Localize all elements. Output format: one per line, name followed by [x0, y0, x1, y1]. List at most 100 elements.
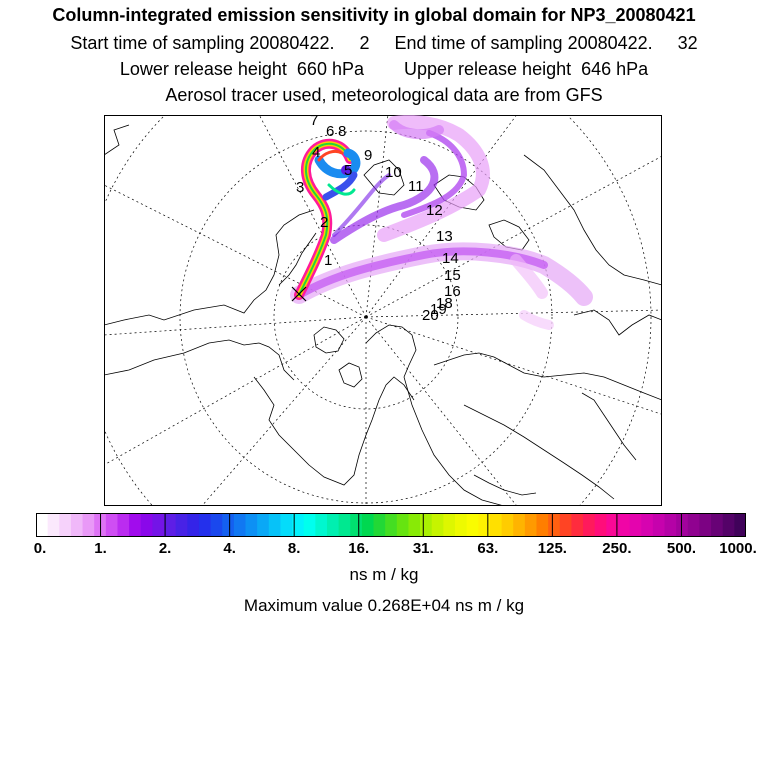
colorbar-cell: [443, 513, 456, 537]
colorbar-cell: [606, 513, 619, 537]
colorbar-tick-label: 0.: [33, 540, 47, 557]
sampling-times: Start time of sampling 20080422. 2 End t…: [70, 33, 698, 53]
colorbar-cell: [268, 513, 282, 537]
colorbar-cell: [466, 513, 479, 537]
colorbar-tick-label: 8.: [287, 540, 301, 557]
colorbar-cell: [59, 513, 72, 537]
polar-map: 7 6 8 4 9 5 10 3 11 12 2 13 1 14 15 16 1…: [104, 115, 662, 506]
colorbar-cell: [734, 513, 746, 537]
colorbar-cell: [350, 513, 363, 537]
trajectory-label: 9: [364, 147, 372, 164]
colorbar-cell: [396, 513, 410, 537]
colorbar-tick-label: 250.: [602, 540, 632, 557]
colorbar-cell: [431, 513, 444, 537]
colorbar-cell: [117, 513, 130, 537]
colorbar-cell: [687, 513, 701, 537]
colorbar-cell: [629, 513, 642, 537]
colorbar-cell: [257, 513, 270, 537]
colorbar-cell: [338, 513, 351, 537]
trajectory-label: 16: [444, 283, 461, 300]
trajectory-label: 8: [338, 123, 346, 140]
colorbar-cell: [571, 513, 584, 537]
trajectory-label: 19: [430, 301, 447, 318]
trajectory-label: 1: [324, 252, 332, 269]
colorbar-cell: [187, 513, 200, 537]
colorbar-tick-label: 500.: [666, 540, 697, 557]
colorbar-cell: [70, 513, 84, 537]
release-heights: Lower release height 660 hPa Upper relea…: [119, 59, 649, 79]
emission-plume: [290, 115, 593, 330]
trajectory-label: 11: [408, 178, 424, 195]
trajectory-label: 14: [442, 250, 459, 267]
colorbar-cell: [617, 513, 631, 537]
colorbar-cell: [222, 513, 235, 537]
colorbar-cell: [664, 513, 677, 537]
colorbar-units: ns m / kg: [349, 565, 419, 584]
colorbar-cell: [594, 513, 607, 537]
colorbar-cell: [292, 513, 305, 537]
colorbar-cell: [711, 513, 724, 537]
coastlines: [104, 124, 662, 506]
trajectory-label: 12: [426, 202, 443, 219]
colorbar-cell: [198, 513, 212, 537]
colorbar-cell: [548, 513, 561, 537]
colorbar-cell: [559, 513, 573, 537]
colorbar-cell: [583, 513, 596, 537]
colorbar-cell: [233, 513, 247, 537]
colorbar-cell: [326, 513, 340, 537]
colorbar-tick-label: 2.: [158, 540, 172, 557]
colorbar-cell: [722, 513, 735, 537]
colorbar-tick-label: 125.: [537, 540, 567, 557]
colorbar-cell: [245, 513, 258, 537]
tracer-info: Aerosol tracer used, meteorological data…: [165, 85, 603, 105]
colorbar-cell: [164, 513, 177, 537]
colorbar-cell: [699, 513, 712, 537]
colorbar-cell: [175, 513, 188, 537]
colorbar-cell: [280, 513, 293, 537]
colorbar-cell: [455, 513, 468, 537]
latitude-circles: [104, 115, 652, 506]
colorbar-cell: [489, 513, 503, 537]
colorbar-cell: [105, 513, 119, 537]
colorbar-cell: [361, 513, 375, 537]
trajectory-label: 13: [436, 228, 453, 245]
colorbar-cell: [676, 513, 689, 537]
colorbar-cell: [82, 513, 95, 537]
colorbar-cell: [420, 513, 433, 537]
colorbar-cell: [129, 513, 142, 537]
colorbar-cell: [210, 513, 223, 537]
colorbar-cell: [303, 513, 316, 537]
colorbar-cell: [408, 513, 421, 537]
release-point-icon: [291, 286, 307, 302]
trajectory-label: 3: [296, 179, 304, 196]
trajectory-label: 18: [436, 295, 453, 312]
colorbar-cell: [373, 513, 386, 537]
trajectory-label: 5: [344, 162, 352, 179]
colorbar-tick-label: 1000.: [719, 540, 757, 557]
colorbar-cell: [641, 513, 654, 537]
colorbar-cell: [385, 513, 398, 537]
trajectory-label: 2: [320, 214, 328, 231]
colorbar-cell: [524, 513, 538, 537]
colorbar-cell: [140, 513, 153, 537]
trajectory-label: 7: [310, 115, 318, 129]
colorbar: [36, 513, 746, 537]
colorbar-cell: [513, 513, 526, 537]
colorbar-cell: [36, 513, 49, 537]
colorbar-tick-label: 4.: [223, 540, 236, 557]
trajectory-label: 10: [385, 164, 402, 181]
colorbar-cell: [152, 513, 165, 537]
colorbar-cell: [652, 513, 666, 537]
map-title: Column-integrated emission sensitivity i…: [52, 5, 696, 25]
colorbar-tick-label: 31.: [412, 540, 434, 557]
colorbar-cell: [315, 513, 328, 537]
colorbar-tick-label: 1.: [94, 540, 107, 557]
colorbar-cell: [501, 513, 514, 537]
trajectory-label: 6: [326, 123, 334, 140]
colorbar-cell: [536, 513, 549, 537]
trajectory-label: 4: [312, 144, 320, 161]
trajectory-label: 15: [444, 267, 461, 284]
colorbar-tick-label: 16.: [348, 540, 370, 557]
colorbar-tick-label: 63.: [477, 540, 499, 557]
trajectory-label: 20: [422, 307, 439, 324]
